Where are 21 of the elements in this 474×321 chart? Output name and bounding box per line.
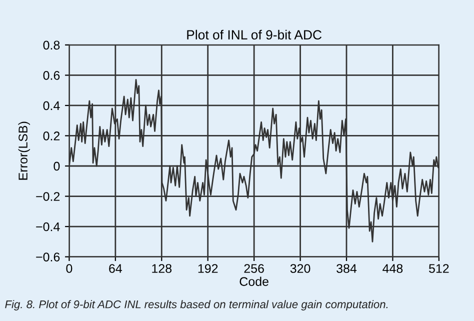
y-tick-label: 0 [54,162,60,171]
y-axis-title: Error(LSB) [18,122,30,180]
x-axis-title: Code [240,276,268,286]
x-tick-label: 128 [152,264,172,273]
y-tick-label: 0.6 [43,71,60,80]
chart-title: Plot of INL of 9-bit ADC [187,30,322,40]
y-tick-label: −0.2 [36,192,60,201]
x-tick-label: 512 [428,264,449,273]
y-tick-label: 0.2 [43,132,60,140]
x-tick-label: 192 [198,264,218,273]
y-tick-label: −0.4 [36,222,60,232]
x-tick-label: 384 [336,264,357,273]
x-tick-label: 448 [382,264,403,273]
y-tick-label: 0.8 [43,40,60,50]
caption: Fig. 8. Plot of 9-bit ADC INL results based on terminal value gain computation. [5,300,388,310]
x-tick-label: 320 [290,264,310,273]
y-tick-label: −0.6 [36,252,60,262]
x-tick-label: 64 [109,264,122,273]
y-tick-label: 0.4 [43,101,60,110]
x-tick-label: 0 [66,264,72,273]
x-tick-label: 256 [244,264,264,273]
